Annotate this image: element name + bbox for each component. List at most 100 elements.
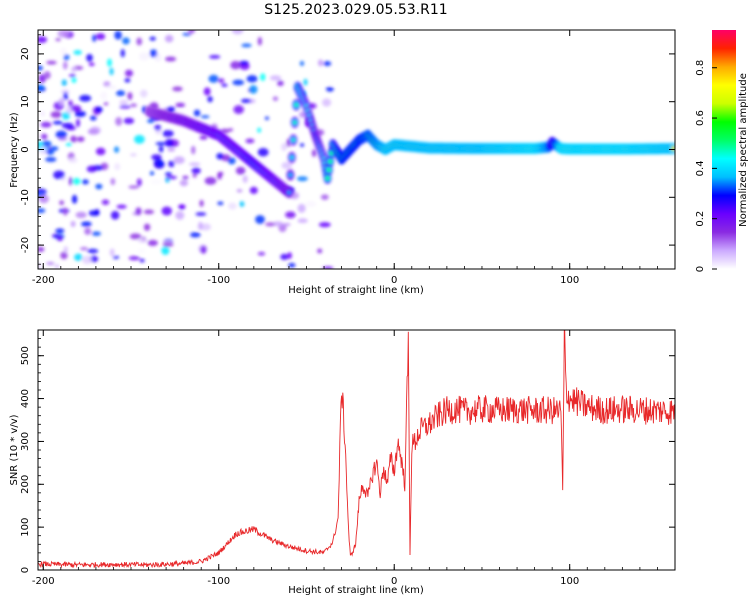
noise-blob	[143, 223, 151, 231]
noise-blob	[107, 58, 113, 67]
noise-blob	[317, 248, 323, 254]
noise-blob	[115, 116, 123, 126]
noise-blob	[81, 179, 89, 185]
snr-y-label: SNR (10 * v/v)	[9, 414, 20, 485]
snr-y-ticks: 0 100 200 300 400 500	[20, 329, 675, 573]
noise-blob	[178, 204, 186, 209]
noise-blob	[55, 130, 67, 139]
noise-blob	[281, 142, 288, 152]
noise-blob	[60, 47, 67, 56]
noise-blob	[149, 49, 158, 58]
noise-blob	[114, 162, 121, 171]
noise-blob	[261, 54, 270, 58]
spectrogram-x-ticks: -200 -100 0 100	[32, 30, 676, 286]
noise-blob	[249, 85, 258, 94]
snr-x-tick-label: -200	[32, 576, 55, 587]
track-core	[326, 176, 329, 180]
noise-blob	[168, 160, 175, 168]
noise-blob	[321, 98, 332, 107]
noise-blob	[92, 34, 97, 42]
noise-blob	[86, 165, 97, 173]
snr-x-label: Height of straight line (km)	[288, 585, 424, 596]
noise-blob	[173, 156, 185, 165]
noise-blob	[46, 149, 55, 155]
noise-blob	[233, 105, 245, 114]
noise-blob	[53, 170, 65, 180]
noise-blob	[94, 106, 103, 113]
noise-blob	[63, 92, 69, 101]
noise-blob	[71, 66, 77, 73]
noise-blob	[199, 135, 208, 140]
noise-blob	[227, 157, 236, 165]
noise-blob	[63, 246, 68, 254]
noise-blob	[58, 97, 65, 106]
noise-blob	[75, 118, 81, 128]
noise-blob	[73, 50, 82, 55]
noise-blob	[320, 194, 329, 201]
snr-x-tick-label: -100	[207, 576, 230, 587]
noise-blob	[240, 98, 252, 104]
noise-blob	[119, 99, 129, 106]
noise-blob	[257, 147, 269, 157]
noise-blob	[151, 154, 162, 161]
noise-blob	[122, 37, 130, 45]
noise-blob	[59, 200, 65, 206]
noise-blob	[209, 54, 221, 59]
noise-blob	[285, 211, 296, 219]
noise-blob	[138, 52, 150, 61]
noise-blob	[95, 147, 106, 156]
noise-blob	[116, 90, 126, 97]
noise-blob	[40, 121, 52, 128]
snr-y-tick-label: 0	[20, 567, 31, 573]
noise-blob	[87, 128, 99, 135]
noise-blob	[124, 78, 131, 83]
noise-blob	[249, 186, 258, 195]
noise-blob	[164, 172, 172, 176]
noise-blob	[158, 161, 164, 167]
noise-blob	[129, 233, 142, 240]
noise-blob	[123, 117, 135, 125]
noise-blob	[38, 246, 45, 252]
noise-blob	[311, 149, 317, 157]
noise-blob	[38, 194, 49, 204]
noise-blobs	[38, 30, 341, 269]
noise-blob	[61, 79, 67, 87]
noise-blob	[72, 177, 81, 185]
snr-y-tick-label: 500	[20, 346, 31, 365]
noise-blob	[39, 146, 47, 155]
noise-blob	[71, 194, 78, 204]
noise-blob	[55, 228, 65, 234]
noise-blob	[199, 199, 204, 207]
noise-blob	[57, 30, 70, 38]
noise-blob	[65, 142, 72, 147]
noise-blob	[325, 86, 334, 92]
noise-blob	[63, 207, 68, 216]
noise-blob	[54, 263, 60, 269]
spectrogram-x-tick-label: 100	[560, 275, 579, 286]
signal-track	[144, 81, 675, 199]
noise-blob	[49, 146, 59, 151]
noise-blob	[218, 78, 225, 84]
noise-blob	[172, 86, 183, 92]
noise-blob	[255, 215, 265, 224]
spectrogram-x-tick-label: 0	[391, 275, 397, 286]
noise-blob	[75, 211, 87, 219]
noise-blob	[70, 105, 82, 112]
noise-blob	[257, 36, 262, 46]
noise-blob	[257, 252, 266, 256]
noise-blob	[38, 84, 45, 90]
noise-blob	[135, 207, 142, 216]
noise-blob	[191, 167, 201, 174]
noise-blob	[56, 235, 63, 242]
noise-blob	[154, 124, 162, 131]
noise-blob	[87, 248, 99, 254]
track-core	[290, 156, 294, 159]
noise-blob	[217, 201, 224, 206]
noise-blob	[283, 222, 291, 227]
noise-blob	[192, 173, 197, 178]
noise-blob	[241, 43, 252, 48]
noise-blob	[41, 140, 52, 147]
noise-blob	[305, 201, 317, 207]
track-core	[287, 191, 291, 194]
